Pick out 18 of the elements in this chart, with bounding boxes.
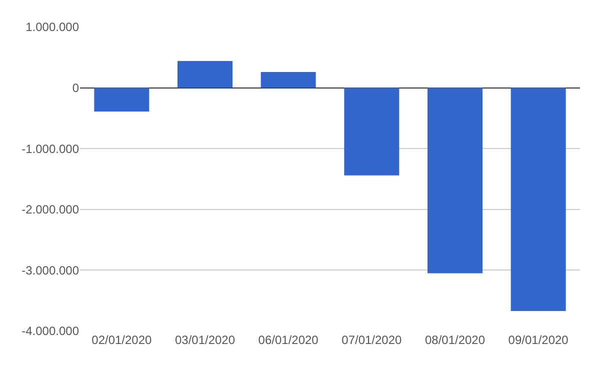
bar — [344, 88, 400, 176]
x-tick-label: 09/01/2020 — [508, 333, 569, 347]
bar — [510, 88, 566, 311]
bar — [260, 72, 316, 88]
y-tick-label: -1.000.000 — [22, 142, 80, 156]
x-tick-label: 08/01/2020 — [424, 333, 486, 347]
x-tick-label: 06/01/2020 — [258, 333, 319, 347]
y-tick-label: -2.000.000 — [22, 202, 80, 217]
y-tick-label: 1.000.000 — [26, 20, 80, 34]
x-tick-label: 07/01/2020 — [342, 333, 402, 347]
bar — [94, 88, 150, 112]
x-tick-label: 02/01/2020 — [92, 333, 152, 347]
x-tick-label: 03/01/2020 — [174, 333, 236, 347]
bar — [428, 88, 482, 274]
y-tick-label: -4.000.000 — [22, 324, 80, 338]
y-tick-label: 0 — [72, 81, 80, 95]
y-tick-label: -3.000.000 — [22, 263, 80, 278]
bar — [178, 61, 232, 88]
